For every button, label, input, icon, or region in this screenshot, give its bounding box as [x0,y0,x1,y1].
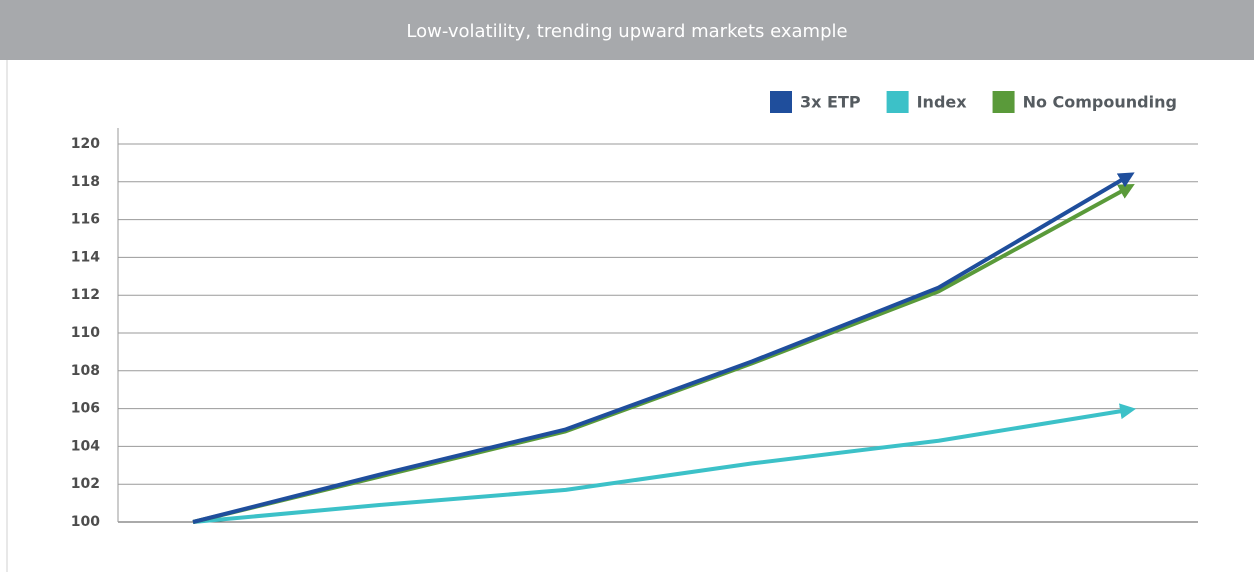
series-line [192,172,1135,524]
legend-swatch [992,91,1015,113]
y-tick-label: 114 [71,249,100,265]
y-tick-label: 110 [71,325,100,341]
chart-title: Low-volatility, trending upward markets … [406,21,847,42]
legend-swatch [886,91,909,113]
y-tick-label: 100 [71,514,100,530]
legend-label: No Compounding [1023,93,1177,112]
legend-label: Index [917,93,968,112]
y-tick-label: 120 [71,136,100,152]
y-tick-label: 116 [71,212,100,228]
y-tick-label: 118 [71,174,100,190]
y-tick-label: 106 [71,401,100,417]
y-tick-label: 112 [71,287,100,303]
legend-label: 3x ETP [800,93,861,112]
series-line [192,183,1135,524]
y-tick-label: 102 [71,476,100,492]
y-tick-label: 108 [71,363,100,379]
title-bar [0,0,1254,60]
series-line [192,403,1137,524]
y-tick-label: 104 [71,438,100,454]
legend-swatch [770,91,792,113]
